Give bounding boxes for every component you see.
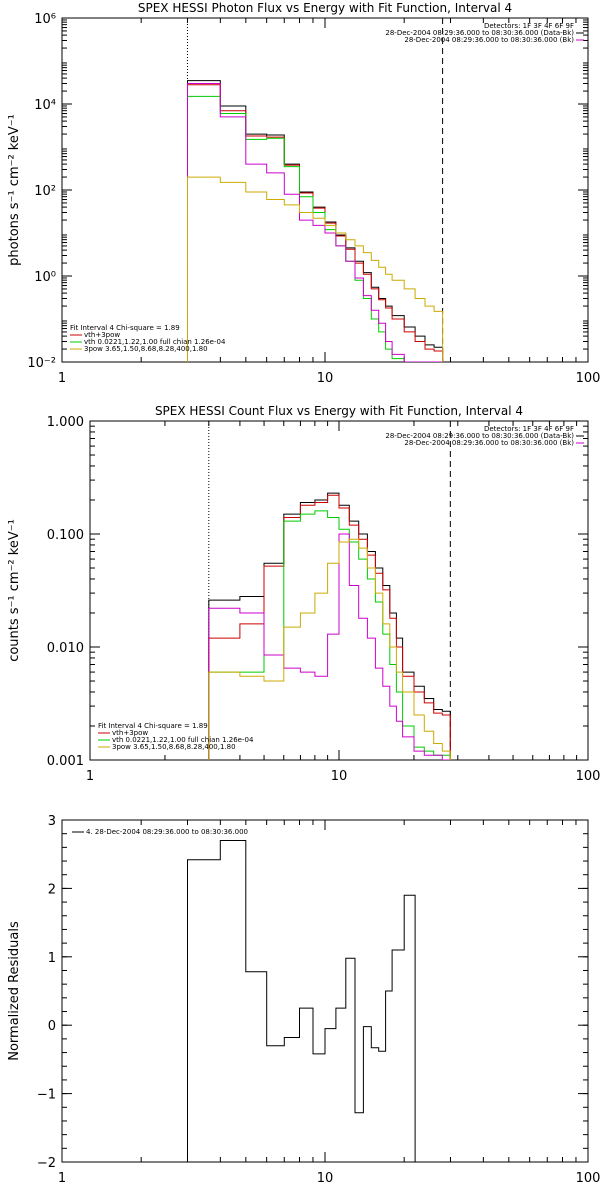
panel-3: Normalized Residuals 1 10 100 −2 −1 0 1 2 3 4. 28-… xyxy=(7,814,600,1186)
y-tick-label: 0.100 xyxy=(47,528,84,543)
y-tick-label: 1.000 xyxy=(47,415,84,430)
series-2-line xyxy=(208,494,451,760)
y-tick-label: 10² xyxy=(34,184,56,199)
legend-text: 4. 28-Dec-2004 08:29:36.000 to 08:30:36.… xyxy=(86,828,248,836)
y-tick-label: 0.001 xyxy=(47,754,84,769)
y-tick-label: 0 xyxy=(48,1019,56,1034)
y-tick-label: 0.010 xyxy=(47,641,84,656)
x-tick-label: 1 xyxy=(86,769,94,784)
legend-top-text: Detectors: 1F 3F 4F 6F 9F xyxy=(484,425,574,433)
legend-bottom-text: vth+3pow xyxy=(112,729,148,737)
y-tick-label: 10⁶ xyxy=(34,12,56,27)
legend-bottom-text: vth 0.0221,1.22,1.00 full chian 1.26e-04 xyxy=(112,736,254,744)
plot-frame xyxy=(61,819,589,1163)
series-5-line xyxy=(208,538,451,760)
y-tick-label: 10⁻² xyxy=(27,356,56,371)
legend-top-text: 28-Dec-2004 08:29:36.000 to 08:30:36.000… xyxy=(385,29,574,37)
y-tick-label: −1 xyxy=(37,1088,56,1103)
legend-bottom-text: vth+3pow xyxy=(84,331,120,339)
x-tick-label: 100 xyxy=(576,769,600,784)
series-4-line xyxy=(187,83,443,362)
legend-bottom-text: Fit Interval 4 Chi-square = 1.89 xyxy=(98,722,208,730)
series-3-line xyxy=(208,510,451,760)
legend-top-text: 28-Dec-2004 08:29:36.000 to 08:30:36.000… xyxy=(404,439,574,447)
panel-2: SPEX HESSI Count Flux vs Energy with Fit… xyxy=(7,404,600,784)
y-tick-label: 2 xyxy=(48,882,56,897)
legend-bottom-text: 3pow 3.65,1.50,8.68,8.28,400,1.80 xyxy=(112,743,236,751)
panel-1: SPEX HESSI Photon Flux vs Energy with Fi… xyxy=(7,1,600,386)
series-2-line xyxy=(187,84,444,362)
x-tick-label: 100 xyxy=(576,371,600,386)
y-tick-label: 3 xyxy=(48,814,56,829)
series-5-line xyxy=(187,176,444,362)
x-tick-label: 10 xyxy=(317,371,334,386)
legend-top-text: 28-Dec-2004 08:29:36.000 to 08:30:36.000… xyxy=(404,36,574,44)
y-tick-label: −2 xyxy=(37,1156,56,1171)
x-tick-label: 10 xyxy=(331,769,348,784)
y-tick-label: 10⁴ xyxy=(34,98,56,113)
x-tick-label: 1 xyxy=(58,371,66,386)
series-1-line xyxy=(208,492,451,760)
x-tick-label: 100 xyxy=(576,1171,600,1186)
series-group xyxy=(187,840,416,1162)
y-axis-label: counts s⁻¹ cm⁻² keV⁻¹ xyxy=(7,519,22,662)
plot-frame xyxy=(61,17,589,363)
y-axis-label: Normalized Residuals xyxy=(7,921,22,1061)
series-1-line xyxy=(187,840,416,1162)
chart-title: SPEX HESSI Count Flux vs Energy with Fit… xyxy=(155,404,523,418)
series-group xyxy=(208,492,451,760)
legend-bottom-text: vth 0.0221,1.22,1.00 full chian 1.26e-04 xyxy=(84,338,226,346)
x-tick-label: 1 xyxy=(58,1171,66,1186)
chart-title: SPEX HESSI Photon Flux vs Energy with Fi… xyxy=(138,1,512,15)
legend-top-text: Detectors: 1F 3F 4F 6F 9F xyxy=(484,22,574,30)
legend-top-text: 28-Dec-2004 08:29:36.000 to 08:30:36.000… xyxy=(385,432,574,440)
legend-bottom-text: 3pow 3.65,1.50,8.68,8.28,400,1.80 xyxy=(84,345,208,353)
y-tick-label: 1 xyxy=(48,951,56,966)
series-group xyxy=(187,80,444,362)
y-axis-label: photons s⁻¹ cm⁻² keV⁻¹ xyxy=(7,114,22,266)
y-tick-label: 10⁰ xyxy=(34,270,56,285)
legend-bottom-text: Fit Interval 4 Chi-square = 1.89 xyxy=(70,324,180,332)
x-tick-label: 10 xyxy=(317,1171,334,1186)
